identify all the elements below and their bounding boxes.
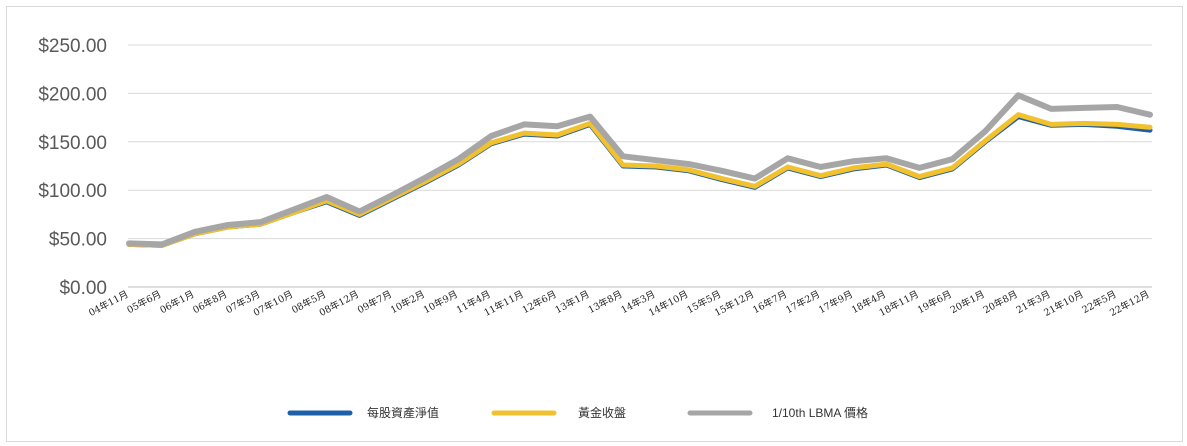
series-line-0 (126, 114, 1153, 248)
y-axis-labels: $0.00 $50.00 $100.00 $150.00 $200.00 $250.00 (38, 36, 107, 299)
x-tick-label: 20年1月 (948, 288, 986, 316)
y-tick-label: $200.00 (38, 84, 107, 105)
x-tick-label: 05年6月 (125, 288, 163, 316)
y-tick-label: $250.00 (38, 36, 107, 57)
x-tick-label: 09年7月 (355, 288, 393, 316)
series-line-1 (126, 112, 1153, 248)
legend-label-gold-close: 黃金收盤 (578, 405, 626, 420)
x-tick-label: 06年1月 (158, 288, 196, 316)
x-tick-label: 20年8月 (981, 288, 1019, 316)
x-tick-label: 13年8月 (586, 288, 624, 316)
x-tick-label: 17年9月 (817, 288, 855, 316)
x-axis-labels: 04年11月05年6月06年1月06年8月07年3月07年10月08年5月08年… (87, 288, 1152, 319)
y-tick-label: $0.00 (59, 278, 107, 299)
x-tick-label: 13年1月 (553, 288, 591, 316)
x-tick-label: 06年8月 (191, 288, 229, 316)
series-line-2 (126, 92, 1153, 248)
legend-label-lbma: 1/10th LBMA 價格 (772, 405, 868, 420)
x-tick-label: 12年6月 (520, 288, 558, 316)
y-tick-label: $150.00 (38, 133, 107, 154)
y-tick-label: $50.00 (49, 230, 107, 251)
x-tick-label: 19年6月 (915, 288, 953, 316)
gridlines (128, 44, 1152, 288)
x-tick-label: 17年2月 (784, 288, 822, 316)
series-lines (126, 92, 1153, 248)
chart-frame (6, 6, 1183, 442)
x-tick-label: 16年7月 (751, 288, 789, 316)
legend: 每股資產淨值 黃金收盤 1/10th LBMA 價格 (287, 405, 868, 420)
y-tick-label: $100.00 (38, 181, 107, 202)
x-tick-label: 10年2月 (388, 288, 426, 316)
legend-label-nav: 每股資產淨值 (367, 405, 439, 420)
x-tick-label: 10年9月 (421, 288, 459, 316)
